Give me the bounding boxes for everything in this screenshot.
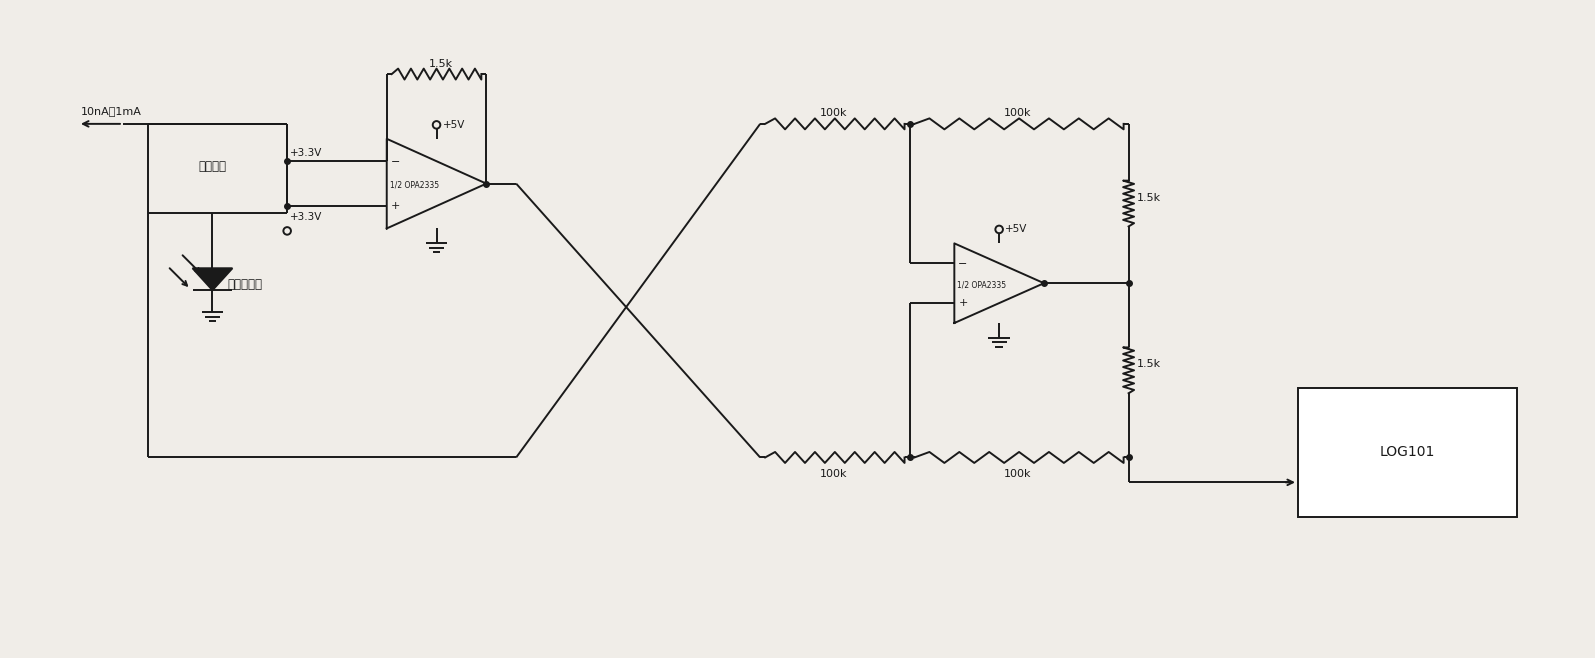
Text: 100k: 100k	[820, 469, 847, 480]
Text: 10nA～1mA: 10nA～1mA	[81, 106, 142, 116]
Polygon shape	[193, 268, 233, 290]
Text: −: −	[391, 157, 400, 167]
Text: 1.5k: 1.5k	[429, 59, 453, 69]
Text: 1.5k: 1.5k	[1137, 193, 1161, 203]
Text: +: +	[391, 201, 400, 211]
Text: 光电二极管: 光电二极管	[228, 278, 263, 291]
Text: −: −	[959, 259, 968, 269]
Text: +3.3V: +3.3V	[290, 148, 322, 158]
Text: 100k: 100k	[1005, 108, 1032, 118]
Text: 100k: 100k	[820, 108, 847, 118]
Text: 100k: 100k	[1005, 469, 1032, 480]
Text: +5V: +5V	[442, 120, 464, 130]
Text: 本底偏流: 本底偏流	[198, 160, 226, 173]
Text: +: +	[959, 298, 968, 308]
Text: +5V: +5V	[1005, 224, 1027, 234]
Text: LOG101: LOG101	[1380, 445, 1436, 459]
FancyBboxPatch shape	[1298, 388, 1517, 517]
Text: +3.3V: +3.3V	[290, 212, 322, 222]
Text: 1/2 OPA2335: 1/2 OPA2335	[389, 180, 439, 190]
Text: 1/2 OPA2335: 1/2 OPA2335	[957, 280, 1006, 289]
Text: 1.5k: 1.5k	[1137, 359, 1161, 369]
